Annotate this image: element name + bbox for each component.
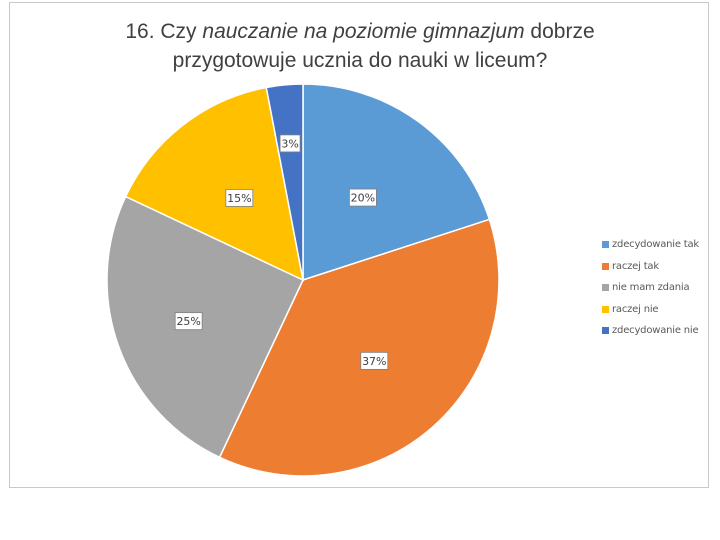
legend-swatch xyxy=(602,327,609,335)
data-label-text: 20% xyxy=(351,192,375,205)
pie-slice-nie-mam-zdania xyxy=(106,195,304,459)
legend-label: zdecydowanie nie xyxy=(612,325,699,337)
data-label-text: 15% xyxy=(227,192,251,205)
chart-title-part: nauczanie na poziomie gimnazjum xyxy=(202,20,525,43)
legend: zdecydowanie tak raczej tak nie mam zdania… xyxy=(602,234,712,342)
data-label-box xyxy=(225,189,254,207)
legend-swatch xyxy=(602,305,609,313)
data-label-raczej-nie: 15% xyxy=(225,189,254,207)
legend-swatch xyxy=(602,284,609,292)
data-label-zdecydowanie-nie: 3% xyxy=(279,134,301,153)
data-label-box xyxy=(174,312,203,331)
legend-swatch xyxy=(602,262,609,270)
legend-label: nie mam zdania xyxy=(612,282,690,294)
legend-item: zdecydowanie nie xyxy=(602,320,712,342)
data-label-text: 3% xyxy=(281,137,298,150)
legend-label: raczej nie xyxy=(612,303,659,315)
chart-title-part: przygotowuje ucznia do nauki w liceum? xyxy=(172,49,548,72)
data-label-raczej-tak: 37% xyxy=(360,351,389,370)
data-label-box xyxy=(349,188,377,207)
pie-slice-raczej-nie xyxy=(124,86,305,282)
pie-slice-raczej-tak xyxy=(218,218,500,477)
data-label-text: 37% xyxy=(362,355,386,368)
data-label-box xyxy=(360,351,389,370)
data-label-text: 25% xyxy=(176,315,200,328)
legend-item: raczej nie xyxy=(602,299,712,321)
chart-title-part: dobrze xyxy=(524,20,595,43)
data-label-box xyxy=(279,134,301,153)
legend-swatch xyxy=(602,241,609,249)
legend-label: zdecydowanie tak xyxy=(612,239,700,251)
data-label-zdecydowanie-tak: 20% xyxy=(349,188,377,207)
pie-slice-zdecydowanie-nie xyxy=(265,83,304,281)
pie-chart: 20% 37% 25% 15% 3% xyxy=(106,83,500,477)
legend-label: raczej tak xyxy=(612,260,659,272)
chart-area: 16. Czy nauczanie na poziomie gimnazjum … xyxy=(9,2,709,488)
legend-item: nie mam zdania xyxy=(602,277,712,299)
pie-slice-zdecydowanie-tak xyxy=(302,83,491,282)
chart-title-part: 16. Czy xyxy=(125,20,203,43)
data-label-nie-mam-zdania: 25% xyxy=(174,312,203,331)
legend-item: raczej tak xyxy=(602,256,712,278)
legend-item: zdecydowanie tak xyxy=(602,234,712,256)
chart-title: 16. Czy nauczanie na poziomie gimnazjum … xyxy=(10,17,710,75)
